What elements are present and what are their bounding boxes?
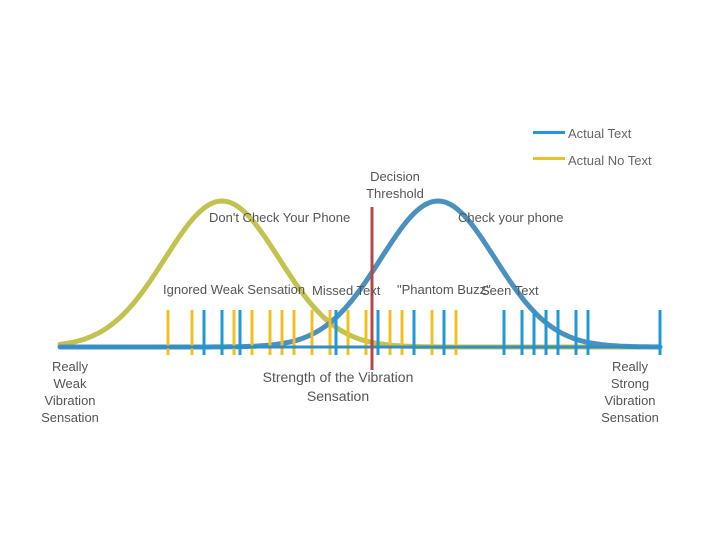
curve-no-text bbox=[57, 198, 663, 350]
seen-text-label: Seen Text bbox=[481, 283, 539, 298]
distribution-curves bbox=[57, 198, 663, 350]
really-strong-label: Really Strong Vibration Sensation bbox=[601, 359, 659, 425]
curve-text bbox=[57, 198, 663, 350]
decision-threshold-label: Decision Threshold bbox=[366, 169, 424, 201]
missed-text-label: Missed Text bbox=[312, 283, 381, 298]
legend-label-actual-no-text: Actual No Text bbox=[568, 153, 652, 168]
legend-swatch-actual-no-text bbox=[533, 157, 565, 160]
phantom-buzz-label: "Phantom Buzz" bbox=[397, 282, 491, 297]
really-weak-label: Really Weak Vibration Sensation bbox=[41, 359, 99, 425]
axis-title: Strength of the Vibration Sensation bbox=[262, 369, 414, 404]
legend-label-actual-text: Actual Text bbox=[568, 126, 632, 141]
legend-swatch-actual-text bbox=[533, 131, 565, 134]
check-phone-label: Check your phone bbox=[458, 210, 564, 225]
ignored-weak-sensation-label: Ignored Weak Sensation bbox=[163, 282, 306, 297]
dont-check-phone-label: Don't Check Your Phone bbox=[209, 210, 351, 225]
